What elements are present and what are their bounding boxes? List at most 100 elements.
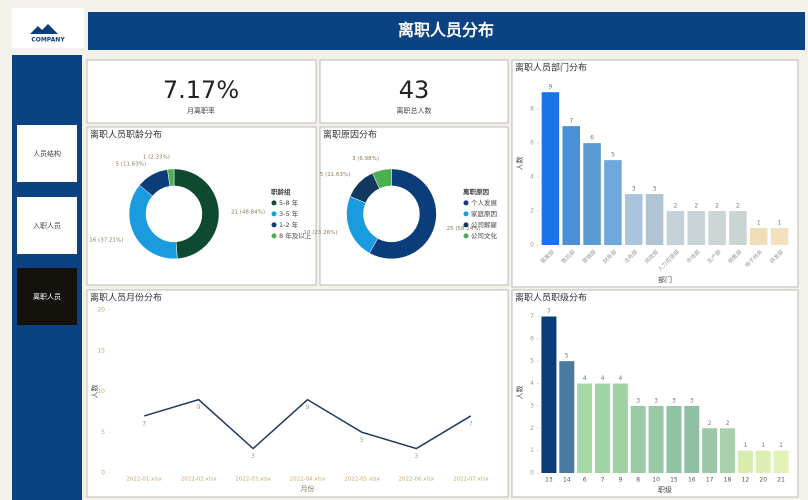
slice-label: 1 (2.33%) [143,155,170,161]
chart-title: 离职人员部门分布 [515,62,587,74]
y-tick-label: 6 [530,335,534,342]
nav-button[interactable] [17,125,77,182]
value-label: 4 [618,375,622,382]
nav-button[interactable] [17,197,77,254]
y-tick-label: 5 [101,429,105,436]
value-label: 3 [636,397,640,404]
y-axis-label: 人数 [515,157,524,171]
kpi-card [319,59,509,124]
bar [729,211,747,245]
chart-title: 离职人员职级分布 [515,292,587,304]
legend-swatch [463,222,469,228]
value-label: 4 [583,375,587,382]
value-label: 9 [306,404,310,411]
value-label: 2 [726,420,730,427]
value-label: 1 [757,220,761,227]
slice-label: 10 (23.26%) [303,230,337,236]
y-tick-label: 5 [530,358,534,365]
y-tick-label: 1 [530,447,534,454]
nav-label[interactable]: 人员结构 [33,149,61,158]
x-tick-label: 13 [545,477,553,484]
x-tick-label: 2022-04.xlsx [290,477,326,483]
value-label: 1 [761,442,765,449]
nav-label[interactable]: 入职人员 [33,222,61,230]
bar [648,405,664,473]
x-tick-label: 2022-01.xlsx [126,477,162,483]
x-tick-label: 8 [636,477,640,484]
x-tick-label: 7 [601,477,605,484]
legend-swatch [463,233,469,239]
value-label: 2 [674,203,678,210]
y-tick-label: 8 [530,106,534,113]
value-label: 7 [547,308,551,315]
x-tick-label: 10 [652,477,660,484]
legend-swatch [271,211,277,217]
bar [666,211,685,245]
y-tick-label: 4 [530,380,534,387]
kpi-value: 7.17% [163,76,239,104]
bar [750,228,768,245]
donut-slice [173,168,220,260]
value-label: 9 [197,404,201,411]
value-label: 2 [715,203,719,210]
bar [770,228,789,245]
bar [720,428,735,473]
value-label: 5 [611,152,615,159]
legend-title: 职龄组 [271,187,291,196]
slice-label: 16 (37.21%) [89,237,123,243]
bar [541,92,560,245]
x-tick-label: 2022-07.xlsx [453,477,489,483]
kpi-label: 月离职率 [187,106,215,115]
bar [708,211,726,245]
y-tick-label: 2 [530,425,534,432]
nav-button-active[interactable] [17,268,77,325]
y-tick-label: 10 [97,388,105,395]
bar [684,405,700,473]
y-tick-label: 0 [530,242,534,249]
kpi-card [86,59,317,124]
x-tick-label: 6 [583,477,587,484]
x-axis-label: 部门 [658,275,672,284]
value-label: 3 [672,397,676,404]
value-label: 3 [632,186,636,193]
y-tick-label: 0 [530,470,534,477]
legend-label: 公司文化 [471,231,498,240]
x-tick-label: 17 [706,477,714,484]
value-label: 3 [251,453,255,460]
y-tick-label: 2 [530,208,534,215]
y-tick-label: 4 [530,174,534,181]
value-label: 1 [743,442,747,449]
nav-label[interactable]: 离职人员 [33,292,61,301]
legend-label: 家庭原因 [471,209,497,218]
line [143,398,472,450]
value-label: 4 [601,375,605,382]
legend-label: 1-2 年 [279,220,299,229]
panel [86,289,509,498]
value-label: 7 [469,420,473,427]
y-tick-label: 15 [97,347,105,354]
bar [645,194,664,245]
bar [737,450,753,473]
donut-slice [372,168,392,189]
bar [625,194,643,245]
legend-label: 8 年及以上 [279,231,312,240]
slice-label: 21 (48.84%) [231,209,265,215]
slice-label: 25 (58.14%) [447,226,481,232]
value-label: 2 [694,203,698,210]
y-axis-label: 人数 [515,386,524,400]
legend-swatch [463,211,469,217]
bar [562,126,580,245]
bar [755,450,771,473]
logo-icon [30,24,58,34]
bar [559,361,575,473]
y-tick-label: 0 [101,470,105,477]
x-axis-label: 职级 [658,485,672,494]
bar [773,450,789,473]
value-label: 6 [590,135,594,142]
y-tick-label: 6 [530,140,534,147]
x-tick-label: 21 [777,477,785,484]
kpi-value: 43 [399,76,430,104]
legend-swatch [271,200,277,206]
legend-label: 3-5 年 [279,209,299,218]
